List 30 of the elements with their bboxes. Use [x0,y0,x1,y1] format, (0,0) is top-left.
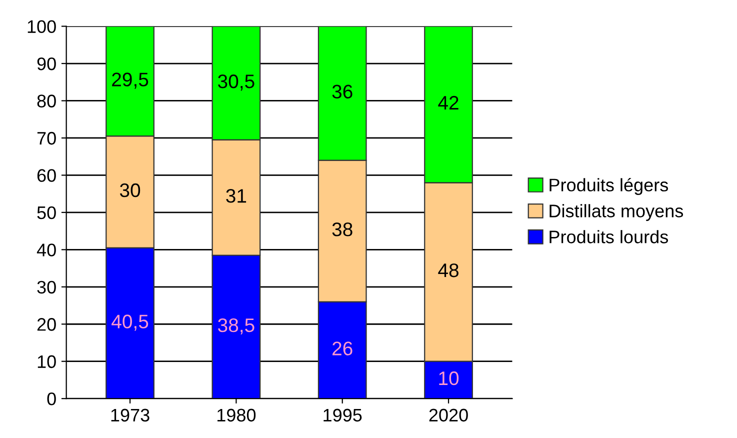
y-tick-label: 50 [37,206,56,220]
y-tick-label: 80 [37,94,56,108]
y-tick-label: 40 [36,244,56,256]
data-label: 38 [332,222,352,236]
data-label: 26 [332,342,352,356]
data-label: 40,5 [112,314,148,331]
data-label: 30,5 [218,74,254,91]
data-label: 36 [332,84,352,99]
legend-label: Produits lourds [550,230,668,244]
x-tick-label: 1995 [324,408,362,422]
y-tick-label: 90 [37,57,56,70]
y-tick-label: 30 [37,280,56,294]
legend-label: Distillats moyens [550,204,684,221]
data-label: 29,5 [112,72,148,89]
x-tick-label: 2020 [429,408,468,422]
y-tick-label: 60 [37,169,56,182]
x-tick-label: 1980 [217,408,256,422]
data-label: 30 [120,183,140,198]
data-label: 38,5 [218,318,254,334]
x-tick-label: 1973 [111,408,150,422]
data-label: 31 [226,188,246,203]
data-label: 10 [439,371,459,386]
y-tick-label: 10 [38,355,56,368]
data-label: 48 [438,263,458,278]
y-tick-label: 70 [37,132,56,145]
y-tick-label: 0 [47,392,56,406]
y-tick-label: 100 [28,20,56,33]
y-tick-label: 20 [37,318,56,331]
legend-label: Produits légers [550,178,668,195]
data-label: 42 [438,96,458,110]
